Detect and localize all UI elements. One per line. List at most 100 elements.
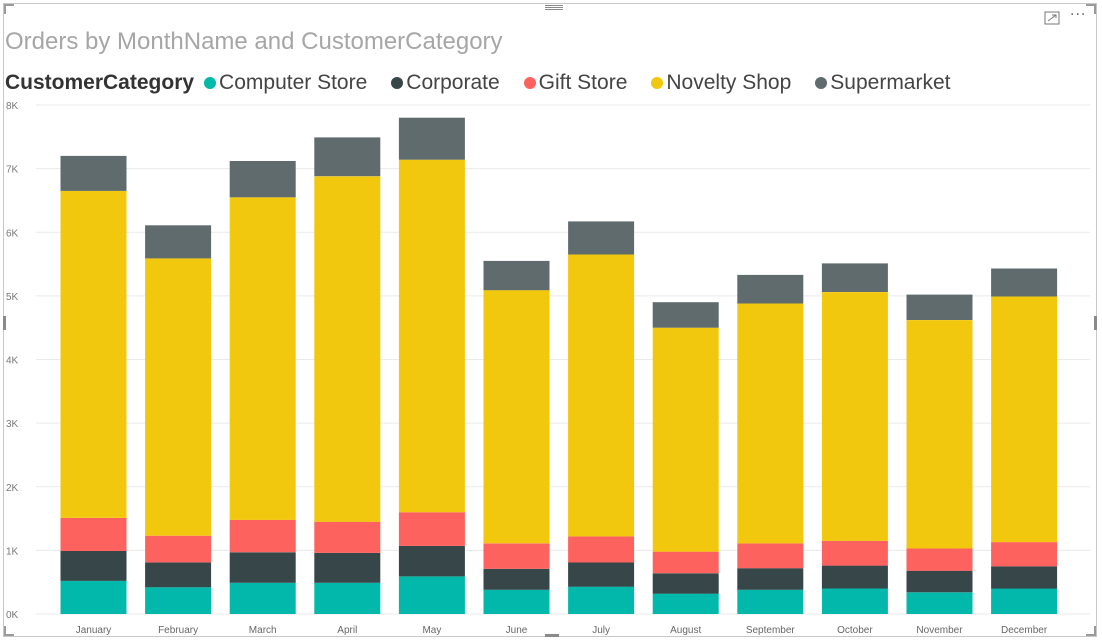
bar-segment[interactable]: [737, 274, 804, 304]
bar-segment[interactable]: [737, 543, 804, 569]
y-tick-label: 1K: [6, 546, 19, 557]
legend-label: Corporate: [406, 71, 500, 94]
chart-legend: CustomerCategory Computer Store Corporate…: [5, 70, 975, 96]
resize-corner-bottom-right[interactable]: [1086, 626, 1096, 636]
bar-segment[interactable]: [145, 258, 212, 536]
bar-segment[interactable]: [483, 290, 550, 544]
bar-segment[interactable]: [314, 176, 381, 522]
bar-segment[interactable]: [60, 155, 127, 191]
legend-marker: [204, 77, 217, 89]
legend-marker: [651, 77, 664, 89]
bar-segment[interactable]: [398, 512, 465, 546]
bar-segment[interactable]: [821, 263, 888, 292]
x-tick-label: May: [422, 625, 441, 636]
bar-segment[interactable]: [991, 296, 1058, 543]
bar-segment[interactable]: [737, 589, 804, 614]
legend-item[interactable]: Novelty Shop: [651, 71, 791, 95]
bar-segment[interactable]: [906, 320, 973, 549]
bar-segment[interactable]: [229, 519, 296, 553]
legend-marker: [523, 77, 536, 89]
x-tick-label: October: [837, 625, 873, 636]
bar-segment[interactable]: [906, 294, 973, 320]
legend-marker: [815, 77, 828, 89]
bar-segment[interactable]: [652, 327, 719, 552]
legend-item[interactable]: Gift Store: [523, 71, 628, 95]
resize-corner-bottom-left[interactable]: [4, 626, 14, 636]
bar-segment[interactable]: [398, 545, 465, 577]
x-tick-label: January: [76, 625, 112, 636]
bar-segment[interactable]: [60, 190, 127, 518]
y-tick-label: 6K: [6, 228, 19, 239]
y-tick-label: 3K: [6, 419, 19, 430]
bar-segment[interactable]: [483, 568, 550, 590]
resize-handle-right[interactable]: [1094, 316, 1097, 330]
bar-segment[interactable]: [229, 197, 296, 520]
bar-segment[interactable]: [314, 552, 381, 583]
bar-segment[interactable]: [483, 260, 550, 291]
x-tick-label: June: [506, 625, 528, 636]
bar-segment[interactable]: [568, 254, 635, 537]
x-tick-label: September: [746, 625, 796, 636]
focus-mode-icon[interactable]: [1044, 10, 1060, 25]
bar-segment[interactable]: [821, 565, 888, 589]
bar-segment[interactable]: [652, 551, 719, 574]
drag-handle[interactable]: [545, 4, 563, 10]
bar-segment[interactable]: [398, 576, 465, 615]
bar-segment[interactable]: [145, 225, 212, 259]
bar-segment[interactable]: [229, 582, 296, 614]
bar-segment[interactable]: [821, 588, 888, 615]
bar-segment[interactable]: [991, 542, 1058, 567]
bar-segment[interactable]: [568, 536, 635, 563]
y-tick-label: 5K: [6, 292, 19, 303]
bar-segment[interactable]: [821, 292, 888, 541]
bar-segment[interactable]: [652, 302, 719, 328]
y-tick-label: 8K: [6, 101, 19, 112]
x-tick-label: July: [592, 625, 610, 636]
bar-segment[interactable]: [60, 580, 127, 614]
legend-item[interactable]: Computer Store: [204, 71, 367, 95]
y-tick-label: 7K: [6, 165, 19, 176]
legend-label: Gift Store: [538, 71, 628, 94]
y-tick-label: 2K: [6, 483, 19, 494]
bar-segment[interactable]: [145, 535, 212, 563]
bar-segment[interactable]: [568, 586, 635, 614]
resize-handle-bottom[interactable]: [545, 634, 559, 637]
y-tick-label: 4K: [6, 356, 19, 367]
bar-segment[interactable]: [906, 548, 973, 571]
bar-segment[interactable]: [906, 592, 973, 614]
bar-segment[interactable]: [314, 137, 381, 177]
bar-segment[interactable]: [60, 551, 127, 581]
x-tick-label: February: [158, 625, 198, 636]
bar-segment[interactable]: [229, 552, 296, 583]
chart-title: Orders by MonthName and CustomerCategory: [5, 28, 503, 55]
legend-title: CustomerCategory: [5, 71, 195, 94]
bar-segment[interactable]: [737, 303, 804, 544]
resize-corner-top-left[interactable]: [4, 4, 14, 14]
bar-segment[interactable]: [906, 570, 973, 593]
bar-segment[interactable]: [568, 221, 635, 255]
bar-segment[interactable]: [483, 589, 550, 614]
bar-segment[interactable]: [314, 521, 381, 553]
legend-item[interactable]: Supermarket: [815, 71, 951, 95]
bar-segment[interactable]: [991, 566, 1058, 589]
bar-segment[interactable]: [145, 562, 212, 588]
resize-handle-left[interactable]: [3, 316, 6, 330]
bar-segment[interactable]: [737, 568, 804, 590]
legend-item[interactable]: Corporate: [391, 71, 500, 95]
resize-corner-top-right[interactable]: [1086, 4, 1096, 14]
bar-segment[interactable]: [398, 117, 465, 160]
bar-segment[interactable]: [652, 593, 719, 614]
bar-segment[interactable]: [314, 582, 381, 614]
more-options-icon[interactable]: ···: [1070, 7, 1087, 23]
bar-segment[interactable]: [398, 159, 465, 513]
bar-segment[interactable]: [568, 562, 635, 587]
bar-segment[interactable]: [145, 587, 212, 614]
bar-segment[interactable]: [60, 517, 127, 551]
bar-segment[interactable]: [229, 161, 296, 198]
bar-segment[interactable]: [652, 573, 719, 594]
bar-segment[interactable]: [821, 540, 888, 566]
bar-segment[interactable]: [991, 268, 1058, 297]
x-tick-label: December: [1001, 625, 1048, 636]
bar-segment[interactable]: [483, 543, 550, 569]
bar-segment[interactable]: [991, 588, 1058, 615]
